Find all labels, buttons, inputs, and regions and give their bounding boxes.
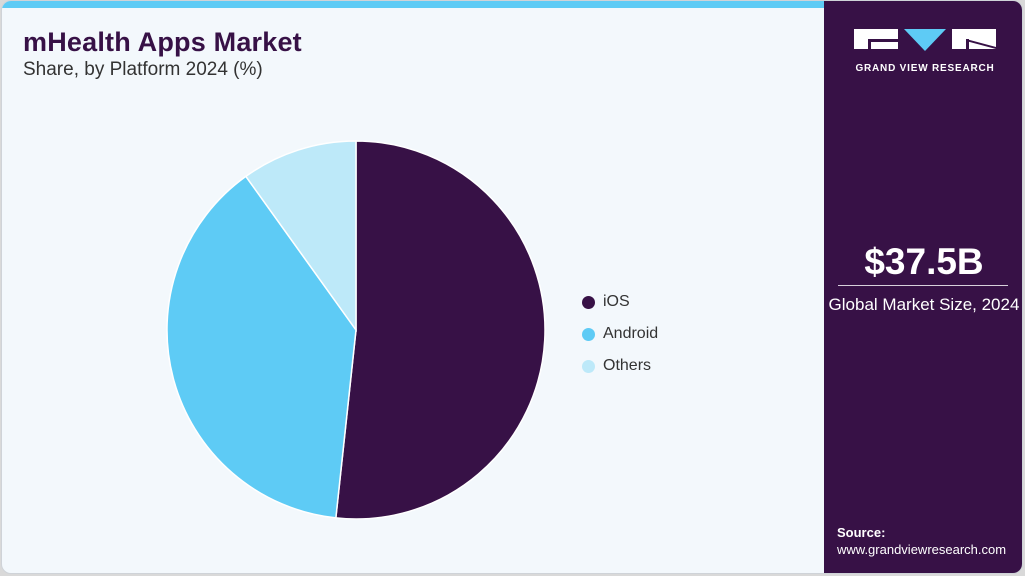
accent-bar bbox=[2, 1, 825, 8]
source-label: Source: bbox=[837, 525, 886, 540]
brand-text: GRAND VIEW RESEARCH bbox=[855, 63, 994, 74]
legend-label: iOS bbox=[603, 293, 630, 310]
pie-chart bbox=[166, 140, 546, 520]
legend-item-ios: iOS bbox=[582, 286, 658, 318]
pie-slice-android bbox=[166, 175, 357, 519]
source-link[interactable]: www.grandviewresearch.com bbox=[837, 542, 1007, 557]
legend-label: Others bbox=[603, 357, 652, 374]
pie-slice-others bbox=[244, 140, 357, 333]
legend-dot-icon bbox=[582, 359, 595, 373]
chart-legend: iOS Android Others bbox=[582, 286, 658, 382]
market-size-label: Global Market Size, 2024 bbox=[828, 295, 1020, 314]
chart-subtitle: Share, by Platform 2024 (%) bbox=[23, 59, 263, 80]
legend-item-android: Android bbox=[582, 318, 658, 350]
divider bbox=[838, 285, 1008, 286]
legend-item-others: Others bbox=[582, 350, 658, 382]
legend-dot-icon bbox=[582, 295, 595, 309]
info-sidebar: GRAND VIEW RESEARCH $37.5B Global Market… bbox=[824, 1, 1022, 573]
legend-dot-icon bbox=[582, 327, 595, 341]
pie-slice-ios bbox=[335, 140, 546, 520]
gvr-logo-icon: GRAND VIEW RESEARCH bbox=[854, 29, 996, 74]
chart-title: mHealth Apps Market bbox=[23, 27, 302, 57]
legend-label: Android bbox=[603, 325, 659, 342]
market-size-value: $37.5B bbox=[864, 241, 984, 282]
